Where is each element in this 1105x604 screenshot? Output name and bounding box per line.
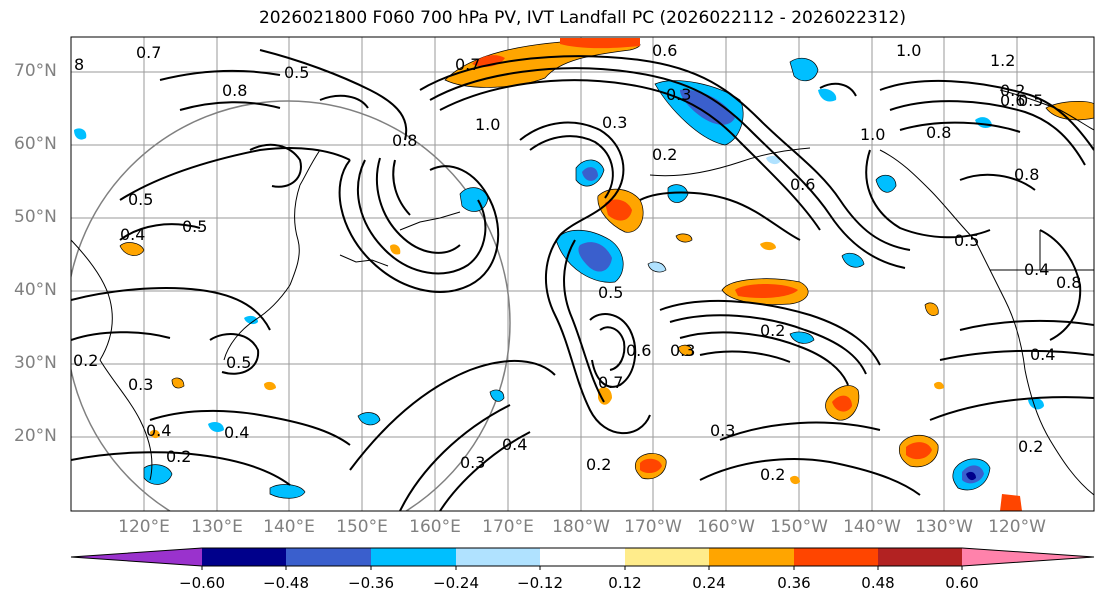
contour-label: 0.7 (136, 43, 161, 62)
colorbar-segment (625, 548, 709, 566)
coastlines (71, 89, 1094, 496)
contour-label: 1.0 (860, 125, 885, 144)
contour-label: 0.2 (73, 351, 98, 370)
contour-label: 0.4 (1024, 260, 1049, 279)
graticule (71, 37, 1094, 511)
contour-label: 0.7 (598, 373, 623, 392)
colorbar-segment (709, 548, 794, 566)
range-circle (71, 100, 511, 511)
colorbar-extend-high (962, 548, 1094, 566)
contour-label: 0.7 (455, 55, 480, 74)
colorbar-segment (456, 548, 540, 566)
contour-label: 0.3 (602, 113, 627, 132)
colorbar-segment (202, 548, 286, 566)
contour-label: 0.8 (1014, 165, 1039, 184)
contour-label: 0.3 (460, 453, 485, 472)
colorbar-tick-label: −0.24 (433, 574, 479, 592)
contour-label: 0.4 (1030, 345, 1055, 364)
colorbar-tick-label: 0.48 (861, 574, 895, 592)
colorbar-segment (878, 548, 962, 566)
contour-label: 0.5 (954, 231, 979, 250)
lat-label-30n: 30°N (14, 353, 57, 373)
contour-label: 0.6 (1000, 91, 1025, 110)
contour-label: 0.8 (222, 81, 247, 100)
contour-label: 0.6 (626, 341, 651, 360)
contour-label: 0.2 (586, 455, 611, 474)
contour-label: 0.2 (760, 465, 785, 484)
map-title: 2026021800 F060 700 hPa PV, IVT Landfall… (258, 8, 906, 28)
lat-label-50n: 50°N (14, 207, 57, 227)
contour-label: 0.5 (598, 283, 623, 302)
contour-label: 0.4 (120, 225, 145, 244)
colorbar-segment (540, 548, 625, 566)
lon-label-140w: 140°W (843, 517, 901, 537)
contour-label: 8 (74, 55, 84, 74)
contour-label: 0.4 (146, 421, 171, 440)
contour-label: 1.0 (475, 115, 500, 134)
contour-label: 0.2 (760, 321, 785, 340)
map-border (70, 36, 1095, 512)
colorbar-tick-label: −0.60 (179, 574, 225, 592)
contour-labels: 0.70.70.6 1.01.20.60.51.00.81.0 0.80.30.20… (73, 41, 1081, 484)
lat-label-20n: 20°N (14, 426, 57, 446)
pv-contours (71, 49, 1094, 511)
colorbar-tick-label: −0.36 (348, 574, 394, 592)
contour-label: 0.5 (182, 217, 207, 236)
colorbar (70, 547, 1095, 570)
lat-label-70n: 70°N (14, 61, 57, 81)
contour-label: 0.2 (652, 145, 677, 164)
lon-label-170w: 170°W (624, 517, 682, 537)
contour-label: 0.5 (128, 190, 153, 209)
lon-label-140e: 140°E (263, 517, 315, 537)
contour-label: 0.2 (1000, 81, 1025, 100)
lon-label-150w: 150°W (770, 517, 828, 537)
contour-label: 0.6 (652, 41, 677, 60)
lon-label-160e: 160°E (409, 517, 461, 537)
colorbar-tick-label: −0.12 (517, 574, 563, 592)
lon-label-130w: 130°W (915, 517, 973, 537)
lon-label-130e: 130°E (191, 517, 243, 537)
colorbar-segment (794, 548, 878, 566)
contour-label: 0.8 (926, 123, 951, 142)
contour-label: 0.8 (392, 131, 417, 150)
contour-label: 0.6 (790, 175, 815, 194)
contour-label: 0.3 (666, 85, 691, 104)
contour-label: 0.4 (502, 435, 527, 454)
colorbar-segment (286, 548, 371, 566)
lon-label-120e: 120°E (118, 517, 170, 537)
colorbar-extend-low (71, 548, 202, 566)
contour-label: 0.5 (1018, 91, 1043, 110)
lon-label-150e: 150°E (336, 517, 388, 537)
contour-label: 0.2 (166, 447, 191, 466)
lat-label-40n: 40°N (14, 280, 57, 300)
contour-label: 1.2 (990, 51, 1015, 70)
lat-label-60n: 60°N (14, 134, 57, 154)
colorbar-tick-label: 0.24 (692, 574, 726, 592)
positive-shading (119, 38, 1094, 511)
lon-label-120w: 120°W (988, 517, 1046, 537)
contour-label: 1.0 (896, 41, 921, 60)
colorbar-tick-label: 0.36 (777, 574, 811, 592)
contour-label: 0.2 (1018, 437, 1043, 456)
contour-label: 0.5 (226, 353, 251, 372)
contour-label: 0.3 (670, 341, 695, 360)
lon-label-170e: 170°E (482, 517, 534, 537)
colorbar-segment (371, 548, 456, 566)
lon-label-160w: 160°W (697, 517, 755, 537)
contour-label: 0.5 (284, 63, 309, 82)
contour-label: 0.8 (1056, 273, 1081, 292)
contour-label: 0.3 (710, 421, 735, 440)
colorbar-tick-label: 0.12 (608, 574, 642, 592)
colorbar-tick-label: −0.48 (263, 574, 309, 592)
contour-label: 0.3 (128, 375, 153, 394)
contour-label: 0.4 (224, 423, 249, 442)
colorbar-tick-label: 0.60 (945, 574, 979, 592)
lon-label-180w: 180°W (552, 517, 610, 537)
